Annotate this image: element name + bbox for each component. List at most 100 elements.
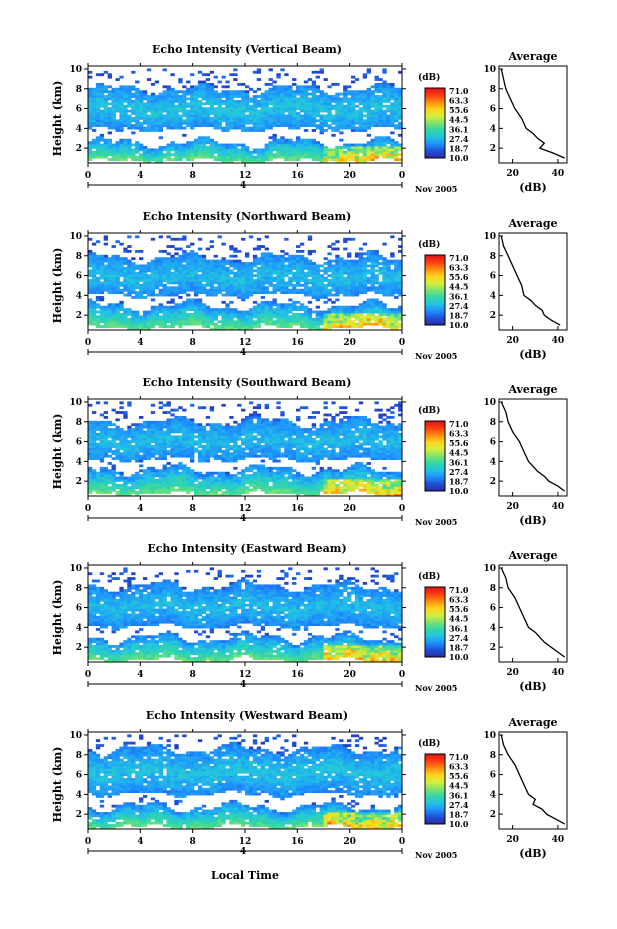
heatmap-cell xyxy=(217,153,222,157)
heatmap-cell xyxy=(139,440,144,444)
heatmap-cell xyxy=(347,274,352,278)
heatmap-cell xyxy=(225,303,230,307)
heatmap-cell xyxy=(186,80,191,84)
heatmap-cell xyxy=(213,148,218,152)
heatmap-cell xyxy=(103,428,109,431)
heatmap-cell xyxy=(119,459,124,463)
heatmap-cell xyxy=(150,97,156,101)
heatmap-cell xyxy=(99,320,105,324)
heatmap-cell xyxy=(139,293,144,297)
heatmap-cell xyxy=(107,476,112,480)
heatmap-cell xyxy=(362,317,368,321)
heatmap-cell xyxy=(205,317,211,321)
heatmap-cell xyxy=(339,126,344,130)
heatmap-cell xyxy=(142,109,148,113)
heatmap-cell xyxy=(347,308,352,311)
heatmap-cell xyxy=(170,317,175,321)
heatmap-cell xyxy=(135,274,140,278)
heatmap-cell xyxy=(362,109,368,113)
heatmap-cell xyxy=(280,313,285,316)
heatmap-cell xyxy=(276,112,281,115)
heatmap-cell xyxy=(366,286,372,290)
heatmap-cell xyxy=(186,155,191,159)
heatmap-cell xyxy=(91,102,97,106)
heatmap-cell xyxy=(205,293,211,297)
heatmap-cell xyxy=(327,325,332,328)
heatmap-cell xyxy=(162,317,167,321)
heatmap-cell xyxy=(374,124,379,128)
heatmap-cell xyxy=(225,269,230,273)
heatmap-cell xyxy=(390,274,395,278)
heatmap-cell xyxy=(398,283,403,287)
heatmap-cell xyxy=(154,440,160,444)
avg-y-tick-label: 10 xyxy=(483,65,496,75)
heatmap-cell xyxy=(268,264,273,268)
heatmap-cell xyxy=(386,119,391,123)
heatmap-cell xyxy=(127,119,132,123)
heatmap-cell xyxy=(272,116,277,120)
heatmap-cell xyxy=(127,317,132,321)
heatmap-cell xyxy=(91,95,97,98)
heatmap-cell xyxy=(190,281,195,285)
heatmap-cell xyxy=(197,99,203,103)
heatmap-cell xyxy=(276,114,281,118)
heatmap-cell xyxy=(311,141,317,144)
heatmap-cell xyxy=(95,420,101,424)
heatmap-cell xyxy=(374,279,379,282)
heatmap-cell xyxy=(284,257,289,261)
heatmap-cell xyxy=(335,155,340,159)
heatmap-cell xyxy=(99,452,105,456)
heatmap-cell xyxy=(245,114,250,118)
heatmap-cell xyxy=(146,104,152,108)
heatmap-cell xyxy=(370,153,375,157)
heatmap-cell xyxy=(241,296,246,299)
heatmap-cell xyxy=(139,428,144,431)
heatmap-cell xyxy=(119,479,124,482)
heatmap-cell xyxy=(272,146,277,149)
heatmap-cell xyxy=(323,107,328,111)
heatmap-cell xyxy=(370,288,375,292)
heatmap-cell xyxy=(190,150,195,154)
heatmap-cell xyxy=(374,97,379,101)
heatmap-cell xyxy=(201,116,207,120)
heatmap-cell xyxy=(284,146,289,149)
heatmap-cell xyxy=(123,413,128,417)
heatmap-cell xyxy=(331,276,336,280)
y-axis-label: Height (km) xyxy=(51,248,64,324)
heatmap-cell xyxy=(331,82,336,86)
heatmap-cell xyxy=(193,303,199,307)
heatmap-cell xyxy=(186,320,191,324)
heatmap-cell xyxy=(131,274,136,278)
heatmap-cell xyxy=(186,274,191,278)
heatmap-cell xyxy=(166,479,171,482)
heatmap-cell xyxy=(358,291,364,295)
heatmap-cell xyxy=(350,279,356,282)
heatmap-cell xyxy=(103,425,109,429)
heatmap-cell xyxy=(386,141,391,144)
heatmap-cell xyxy=(205,322,211,326)
heatmap-cell xyxy=(123,435,128,439)
heatmap-cell xyxy=(343,276,348,280)
heatmap-cell xyxy=(288,315,293,319)
heatmap-cell xyxy=(170,121,175,125)
heatmap-cell xyxy=(362,143,368,147)
heatmap-cell xyxy=(394,281,399,285)
heatmap-cell xyxy=(292,104,297,108)
heatmap-cell xyxy=(99,276,105,280)
heatmap-cell xyxy=(115,254,120,258)
heatmap-cell xyxy=(256,121,262,125)
heatmap-cell xyxy=(264,271,269,275)
heatmap-cell xyxy=(303,274,309,278)
heatmap-cell xyxy=(88,107,93,111)
heatmap-cell xyxy=(284,155,289,159)
heatmap-cell xyxy=(398,104,403,108)
heatmap-cell xyxy=(213,276,218,280)
heatmap-cell xyxy=(182,249,187,253)
heatmap-cell xyxy=(139,457,144,461)
heatmap-cell xyxy=(237,249,242,253)
heatmap-cell xyxy=(99,447,105,451)
heatmap-cell xyxy=(115,493,120,497)
heatmap-cell xyxy=(299,317,305,321)
x-tick-label: 4 xyxy=(137,338,143,348)
heatmap-cell xyxy=(366,107,372,111)
